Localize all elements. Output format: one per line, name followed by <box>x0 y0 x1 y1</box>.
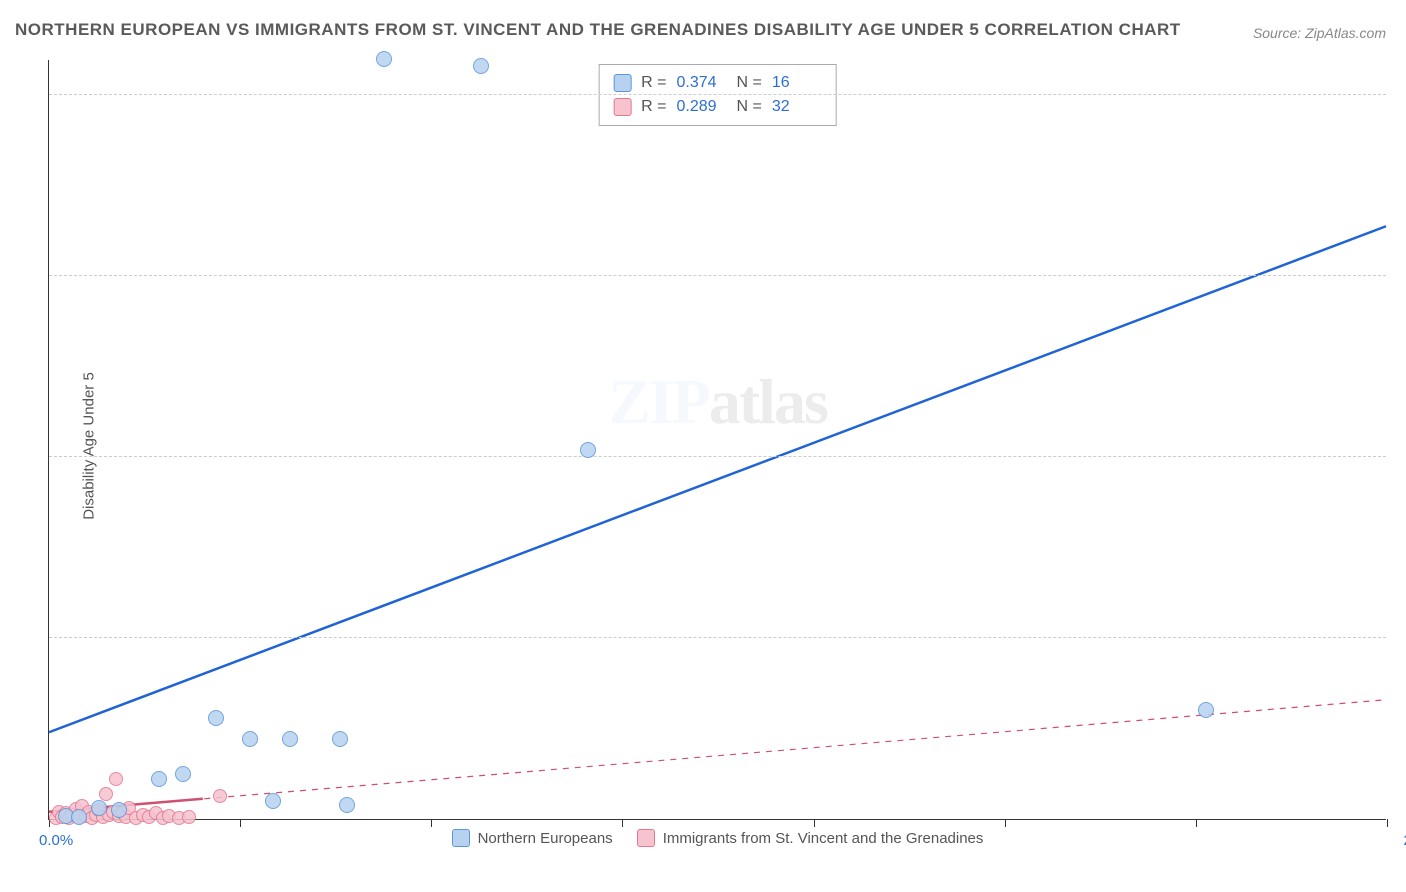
r-value: 0.374 <box>677 71 727 95</box>
legend-swatch <box>637 829 655 847</box>
trend-line <box>49 700 1386 812</box>
n-value: 16 <box>772 71 822 95</box>
data-point <box>99 787 113 801</box>
data-point <box>1198 702 1214 718</box>
x-tick <box>1005 819 1006 827</box>
x-tick <box>1387 819 1388 827</box>
data-point <box>339 797 355 813</box>
x-tick <box>622 819 623 827</box>
r-label: R = <box>641 71 666 95</box>
x-tick <box>431 819 432 827</box>
data-point <box>213 789 227 803</box>
x-tick-label-min: 0.0% <box>39 832 73 849</box>
data-point <box>111 802 127 818</box>
n-label: N = <box>737 71 762 95</box>
data-point <box>151 771 167 787</box>
source-attribution: Source: ZipAtlas.com <box>1253 25 1386 41</box>
r-value: 0.289 <box>677 95 727 119</box>
data-point <box>332 731 348 747</box>
x-tick <box>1196 819 1197 827</box>
plot-area: ZIPatlas R =0.374N =16R =0.289N =32 Nort… <box>48 60 1386 820</box>
data-point <box>71 809 87 825</box>
legend-item: Northern Europeans <box>452 829 613 847</box>
data-point <box>182 810 196 824</box>
n-value: 32 <box>772 95 822 119</box>
data-point <box>242 731 258 747</box>
data-point <box>580 442 596 458</box>
chart-title: NORTHERN EUROPEAN VS IMMIGRANTS FROM ST.… <box>15 20 1181 40</box>
legend-swatch <box>452 829 470 847</box>
data-point <box>109 772 123 786</box>
data-point <box>376 51 392 67</box>
gridline <box>49 275 1386 276</box>
stats-row: R = 0.374 N = 16 <box>613 71 822 95</box>
stats-row: R = 0.289 N = 32 <box>613 95 822 119</box>
legend-label: Immigrants from St. Vincent and the Gren… <box>663 830 984 847</box>
n-label: N = <box>737 95 762 119</box>
trend-lines <box>49 60 1386 819</box>
gridline <box>49 637 1386 638</box>
data-point <box>265 793 281 809</box>
data-point <box>473 58 489 74</box>
series-swatch <box>613 74 631 92</box>
legend-item: Immigrants from St. Vincent and the Gren… <box>637 829 984 847</box>
series-swatch <box>613 98 631 116</box>
r-label: R = <box>641 95 666 119</box>
trend-line <box>49 226 1386 732</box>
legend: Northern Europeans Immigrants from St. Vi… <box>49 829 1386 851</box>
legend-label: Northern Europeans <box>478 830 613 847</box>
x-tick <box>814 819 815 827</box>
data-point <box>282 731 298 747</box>
data-point <box>91 800 107 816</box>
data-point <box>208 710 224 726</box>
gridline <box>49 94 1386 95</box>
data-point <box>175 766 191 782</box>
x-tick <box>240 819 241 827</box>
gridline <box>49 456 1386 457</box>
